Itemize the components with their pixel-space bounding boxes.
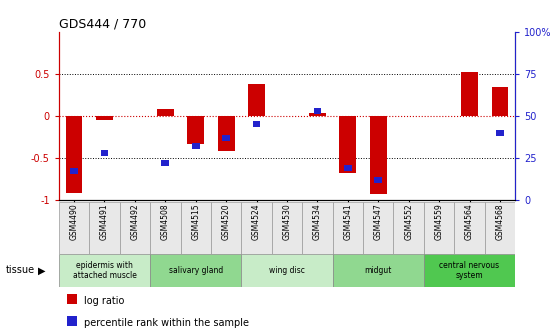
Bar [333, 202, 363, 254]
Text: percentile rank within the sample: percentile rank within the sample [84, 318, 249, 328]
Text: epidermis with
attached muscle: epidermis with attached muscle [72, 261, 137, 280]
Bar [120, 202, 150, 254]
Bar [241, 202, 272, 254]
Bar [272, 202, 302, 254]
Bar [253, 121, 260, 127]
Bar [394, 202, 424, 254]
Bar [339, 116, 356, 173]
Text: salivary gland: salivary gland [169, 266, 223, 275]
Bar [363, 202, 394, 254]
Text: GSM4492: GSM4492 [130, 203, 139, 240]
Bar [496, 130, 504, 136]
Bar [188, 116, 204, 144]
Bar [241, 254, 333, 287]
Bar [59, 254, 150, 287]
Text: GSM4552: GSM4552 [404, 203, 413, 240]
Text: GSM4515: GSM4515 [191, 203, 200, 240]
Bar [150, 202, 180, 254]
Bar [248, 84, 265, 116]
Text: GSM4520: GSM4520 [222, 203, 231, 240]
Text: wing disc: wing disc [269, 266, 305, 275]
Bar [454, 202, 485, 254]
Bar [161, 160, 169, 166]
Bar [461, 72, 478, 116]
Text: log ratio: log ratio [84, 296, 124, 306]
Bar [485, 202, 515, 254]
Bar [309, 114, 326, 116]
Text: midgut: midgut [365, 266, 392, 275]
Bar [180, 202, 211, 254]
Text: GSM4534: GSM4534 [313, 203, 322, 240]
Bar [222, 135, 230, 141]
Text: ▶: ▶ [38, 265, 45, 276]
Bar [211, 202, 241, 254]
Bar [375, 177, 382, 183]
Bar [70, 168, 78, 174]
Bar [344, 165, 352, 171]
Text: GSM4530: GSM4530 [282, 203, 292, 240]
Bar [59, 202, 89, 254]
Bar [89, 202, 120, 254]
Bar [302, 202, 333, 254]
Text: GSM4491: GSM4491 [100, 203, 109, 240]
Bar [424, 202, 454, 254]
Bar [218, 116, 235, 151]
Text: GSM4547: GSM4547 [374, 203, 383, 240]
Text: tissue: tissue [6, 265, 35, 276]
Bar [192, 143, 199, 149]
Text: GSM4490: GSM4490 [69, 203, 78, 240]
Bar [370, 116, 386, 194]
Bar [157, 109, 174, 116]
Text: GSM4568: GSM4568 [496, 203, 505, 240]
Text: GDS444 / 770: GDS444 / 770 [59, 18, 146, 31]
Text: GSM4524: GSM4524 [252, 203, 261, 240]
Bar [66, 116, 82, 193]
Bar [150, 254, 241, 287]
Bar [492, 87, 508, 116]
Text: GSM4508: GSM4508 [161, 203, 170, 240]
Bar [424, 254, 515, 287]
Text: GSM4564: GSM4564 [465, 203, 474, 240]
Bar [314, 108, 321, 114]
Text: central nervous
system: central nervous system [440, 261, 500, 280]
Bar [101, 150, 108, 156]
Bar [96, 116, 113, 120]
Text: GSM4559: GSM4559 [435, 203, 444, 240]
Bar [333, 254, 424, 287]
Text: GSM4541: GSM4541 [343, 203, 352, 240]
